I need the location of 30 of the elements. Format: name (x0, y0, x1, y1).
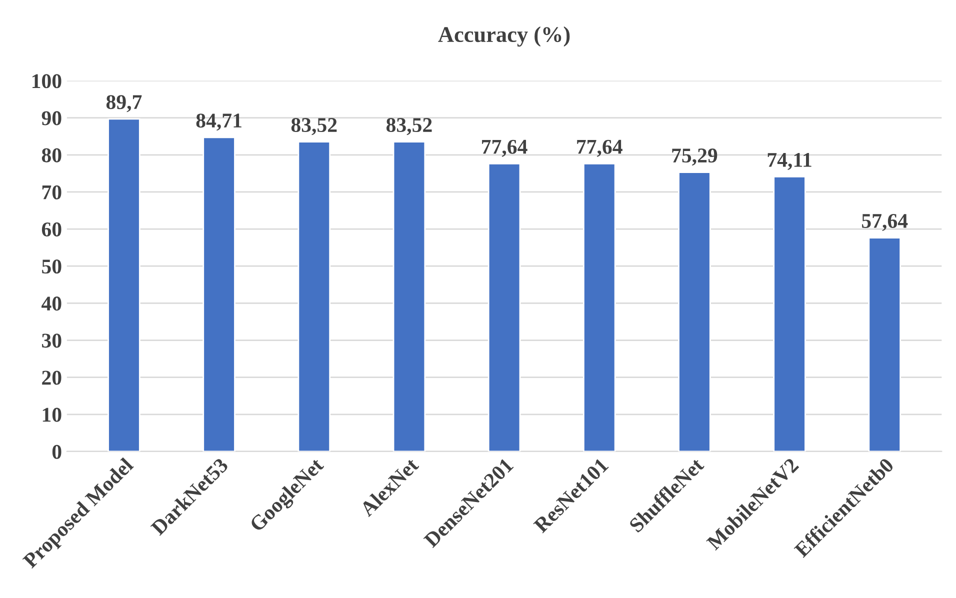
bar (582, 162, 616, 452)
bar (298, 141, 331, 452)
bar (773, 176, 806, 452)
y-tick-label: 50 (42, 259, 62, 274)
data-label: 75,29 (672, 148, 718, 166)
data-label: 57,64 (862, 214, 908, 232)
data-label: 83,52 (386, 118, 432, 136)
data-label: 74,11 (768, 152, 812, 170)
bar (868, 237, 901, 452)
bar (488, 162, 521, 452)
bar (678, 172, 711, 452)
y-tick-label: 20 (42, 370, 62, 385)
y-tick-label: 40 (42, 296, 62, 311)
y-tick-label: 0 (52, 444, 62, 459)
bar (392, 141, 426, 452)
y-tick-label: 70 (42, 185, 62, 200)
bar (108, 118, 140, 452)
y-tick-label: 10 (42, 408, 62, 422)
data-label: 89,7 (106, 95, 142, 112)
y-tick-label: 80 (42, 148, 62, 162)
y-tick-label: 90 (42, 111, 62, 126)
chart-title: Accuracy (%) (438, 26, 570, 47)
data-label: 83,52 (291, 118, 337, 136)
y-tick-label: 60 (42, 222, 62, 236)
y-tick-label: 100 (32, 74, 62, 88)
y-tick-label: 30 (42, 334, 62, 348)
data-label: 84,71 (196, 114, 242, 131)
data-label: 77,64 (577, 140, 622, 157)
data-label: 77,64 (482, 140, 528, 157)
bar (202, 136, 236, 452)
